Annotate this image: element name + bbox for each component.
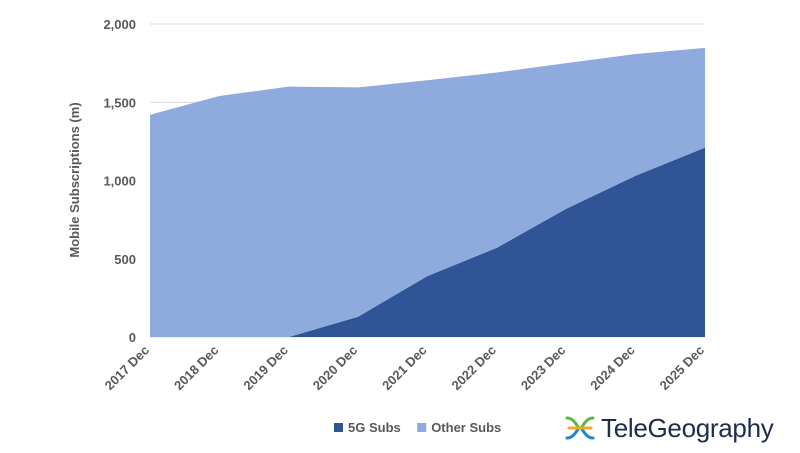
- area-5g-subs: [150, 147, 705, 337]
- x-tick-label: 2025 Dec: [657, 343, 707, 393]
- y-tick-label: 1,500: [103, 95, 136, 110]
- x-tick-labels: 2017 Dec 2018 Dec 2019 Dec 2020 Dec 2021 Dec…: [102, 343, 707, 393]
- legend-swatch: [334, 423, 343, 432]
- legend-label: 5G Subs: [348, 420, 401, 435]
- x-tick-label: 2018 Dec: [171, 343, 221, 393]
- y-tick-label: 2,000: [103, 17, 136, 32]
- x-tick-label: 2017 Dec: [102, 343, 152, 393]
- x-tick-label: 2022 Dec: [449, 343, 499, 393]
- x-tick-label: 2023 Dec: [518, 343, 568, 393]
- y-axis-title: Mobile Subscriptions (m): [67, 102, 82, 257]
- x-tick-label: 2019 Dec: [240, 343, 290, 393]
- y-tick-label: 1,000: [103, 174, 136, 189]
- legend: 5G Subs Other Subs: [334, 420, 501, 435]
- y-tick-label: 0: [129, 330, 136, 345]
- area-other-subs: [150, 47, 705, 338]
- legend-swatch: [417, 423, 427, 432]
- y-tick-label: 500: [114, 252, 136, 267]
- x-tick-label: 2020 Dec: [310, 343, 360, 393]
- telegeography-logo: TeleGeography: [565, 410, 774, 446]
- telegeography-x-icon: [565, 416, 595, 440]
- legend-label: Other Subs: [431, 420, 501, 435]
- area-series: [150, 47, 705, 338]
- y-tick-labels: 0 500 1,000 1,500 2,000: [103, 17, 136, 345]
- x-tick-label: 2021 Dec: [379, 343, 429, 393]
- x-tick-label: 2024 Dec: [587, 343, 637, 393]
- logo-text: TeleGeography: [601, 412, 774, 443]
